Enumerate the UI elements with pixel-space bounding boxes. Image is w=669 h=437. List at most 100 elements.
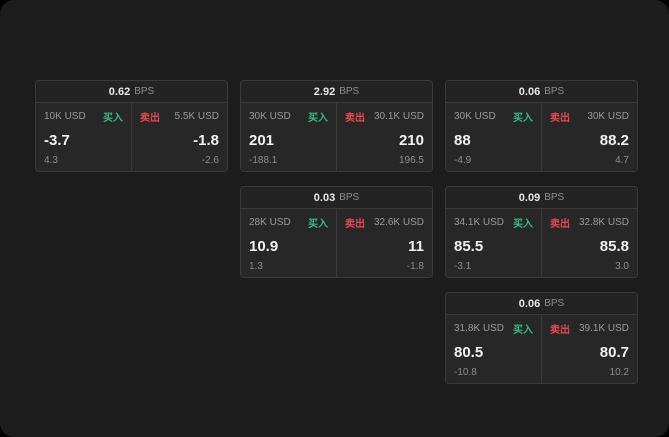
spread-unit: BPS	[544, 192, 565, 203]
spread-header: 0.62 BPS	[36, 81, 227, 103]
sell-size: 5.5K USD	[174, 111, 219, 122]
buy-label[interactable]: 买入	[103, 113, 123, 124]
buy-panel[interactable]: 34.1K USD 买入 85.5 -3.1	[446, 209, 542, 277]
quote-card: 0.62 BPS 10K USD 买入 -3.7 4.3 卖出 5.5K USD	[35, 80, 228, 172]
buy-sub-value: -188.1	[249, 155, 278, 166]
buy-sub-value: -3.1	[454, 261, 472, 272]
quote-card: 0.06 BPS 31.8K USD 买入 80.5 -10.8 卖出 39.1…	[445, 292, 638, 384]
buy-panel[interactable]: 30K USD 买入 201 -188.1	[241, 103, 337, 171]
buy-panel-top: 30K USD 买入	[249, 109, 328, 124]
sell-size: 32.8K USD	[578, 217, 629, 228]
sell-label[interactable]: 卖出	[140, 113, 160, 124]
buy-price: 80.5	[454, 343, 484, 361]
buy-price: 88	[454, 131, 471, 149]
sell-panel[interactable]: 卖出 39.1K USD 80.7 10.2	[542, 315, 637, 383]
buy-price: -3.7	[44, 131, 70, 149]
buy-label[interactable]: 买入	[308, 113, 328, 124]
buy-panel[interactable]: 30K USD 买入 88 -4.9	[446, 103, 542, 171]
buy-sub-value: -10.8	[454, 367, 477, 378]
spread-header: 0.09 BPS	[446, 187, 637, 209]
spread-unit: BPS	[134, 86, 155, 97]
buy-label[interactable]: 买入	[513, 325, 533, 336]
buy-size: 31.8K USD	[454, 323, 505, 334]
quote-card: 0.06 BPS 30K USD 买入 88 -4.9 卖出 30K USD	[445, 80, 638, 172]
sell-panel-top: 卖出 30.1K USD	[345, 109, 424, 124]
spread-unit: BPS	[339, 192, 360, 203]
buy-panel-top: 34.1K USD 买入	[454, 215, 533, 230]
quote-body: 34.1K USD 买入 85.5 -3.1 卖出 32.8K USD 85.8…	[446, 209, 637, 277]
sell-panel[interactable]: 卖出 30.1K USD 210 196.5	[337, 103, 432, 171]
spread-header: 0.03 BPS	[241, 187, 432, 209]
sell-panel-top: 卖出 32.6K USD	[345, 215, 424, 230]
sell-price: 88.2	[599, 131, 629, 149]
spread-header: 0.06 BPS	[446, 293, 637, 315]
sell-panel-top: 卖出 39.1K USD	[550, 321, 629, 336]
buy-sub-value: 4.3	[44, 155, 58, 166]
sell-panel[interactable]: 卖出 5.5K USD -1.8 -2.6	[132, 103, 227, 171]
spread-unit: BPS	[339, 86, 360, 97]
spread-value: 0.06	[518, 297, 541, 310]
buy-label[interactable]: 买入	[308, 219, 328, 230]
buy-sub-value: -4.9	[454, 155, 472, 166]
sell-panel-top: 卖出 30K USD	[550, 109, 629, 124]
buy-panel-top: 31.8K USD 买入	[454, 321, 533, 336]
buy-price: 85.5	[454, 237, 484, 255]
sell-price: -1.8	[193, 131, 219, 149]
sell-sub-value: -2.6	[201, 155, 219, 166]
spread-unit: BPS	[544, 298, 565, 309]
sell-label[interactable]: 卖出	[345, 219, 365, 230]
buy-size: 28K USD	[249, 217, 291, 228]
buy-panel[interactable]: 28K USD 买入 10.9 1.3	[241, 209, 337, 277]
sell-panel[interactable]: 卖出 32.8K USD 85.8 3.0	[542, 209, 637, 277]
sell-price: 85.8	[599, 237, 629, 255]
sell-sub-value: 196.5	[398, 155, 424, 166]
sell-sub-value: 10.2	[609, 367, 629, 378]
sell-sub-value: 4.7	[615, 155, 629, 166]
sell-sub-value: 3.0	[615, 261, 629, 272]
quote-card: 0.03 BPS 28K USD 买入 10.9 1.3 卖出 32.6K US…	[240, 186, 433, 278]
sell-sub-value: -1.8	[406, 261, 424, 272]
quote-card-grid: 0.62 BPS 10K USD 买入 -3.7 4.3 卖出 5.5K USD	[35, 80, 638, 384]
sell-price: 11	[408, 237, 424, 255]
spread-value: 0.09	[518, 191, 541, 204]
buy-size: 30K USD	[454, 111, 496, 122]
quote-card: 0.09 BPS 34.1K USD 买入 85.5 -3.1 卖出 32.8K…	[445, 186, 638, 278]
buy-panel-top: 10K USD 买入	[44, 109, 123, 124]
buy-size: 10K USD	[44, 111, 86, 122]
buy-label[interactable]: 买入	[513, 219, 533, 230]
quote-card: 2.92 BPS 30K USD 买入 201 -188.1 卖出 30.1K …	[240, 80, 433, 172]
sell-label[interactable]: 卖出	[345, 113, 365, 124]
sell-size: 30K USD	[587, 111, 629, 122]
buy-price: 201	[249, 131, 275, 149]
sell-price: 210	[398, 131, 424, 149]
sell-size: 39.1K USD	[578, 323, 629, 334]
sell-panel[interactable]: 卖出 30K USD 88.2 4.7	[542, 103, 637, 171]
buy-panel-top: 28K USD 买入	[249, 215, 328, 230]
buy-size: 30K USD	[249, 111, 291, 122]
buy-panel[interactable]: 31.8K USD 买入 80.5 -10.8	[446, 315, 542, 383]
sell-size: 30.1K USD	[373, 111, 424, 122]
spread-header: 0.06 BPS	[446, 81, 637, 103]
sell-label[interactable]: 卖出	[550, 113, 570, 124]
sell-panel-top: 卖出 32.8K USD	[550, 215, 629, 230]
spread-unit: BPS	[544, 86, 565, 97]
spread-value: 0.06	[518, 85, 541, 98]
quote-body: 10K USD 买入 -3.7 4.3 卖出 5.5K USD -1.8 -2.…	[36, 103, 227, 171]
buy-price: 10.9	[249, 237, 279, 255]
spread-header: 2.92 BPS	[241, 81, 432, 103]
sell-panel-top: 卖出 5.5K USD	[140, 109, 219, 124]
sell-price: 80.7	[599, 343, 629, 361]
buy-label[interactable]: 买入	[513, 113, 533, 124]
sell-label[interactable]: 卖出	[550, 219, 570, 230]
buy-panel[interactable]: 10K USD 买入 -3.7 4.3	[36, 103, 132, 171]
buy-size: 34.1K USD	[454, 217, 505, 228]
spread-value: 0.03	[313, 191, 336, 204]
buy-panel-top: 30K USD 买入	[454, 109, 533, 124]
spread-value: 2.92	[313, 85, 336, 98]
quote-body: 30K USD 买入 201 -188.1 卖出 30.1K USD 210 1…	[241, 103, 432, 171]
spread-value: 0.62	[108, 85, 131, 98]
sell-panel[interactable]: 卖出 32.6K USD 11 -1.8	[337, 209, 432, 277]
sell-label[interactable]: 卖出	[550, 325, 570, 336]
quote-body: 30K USD 买入 88 -4.9 卖出 30K USD 88.2 4.7	[446, 103, 637, 171]
